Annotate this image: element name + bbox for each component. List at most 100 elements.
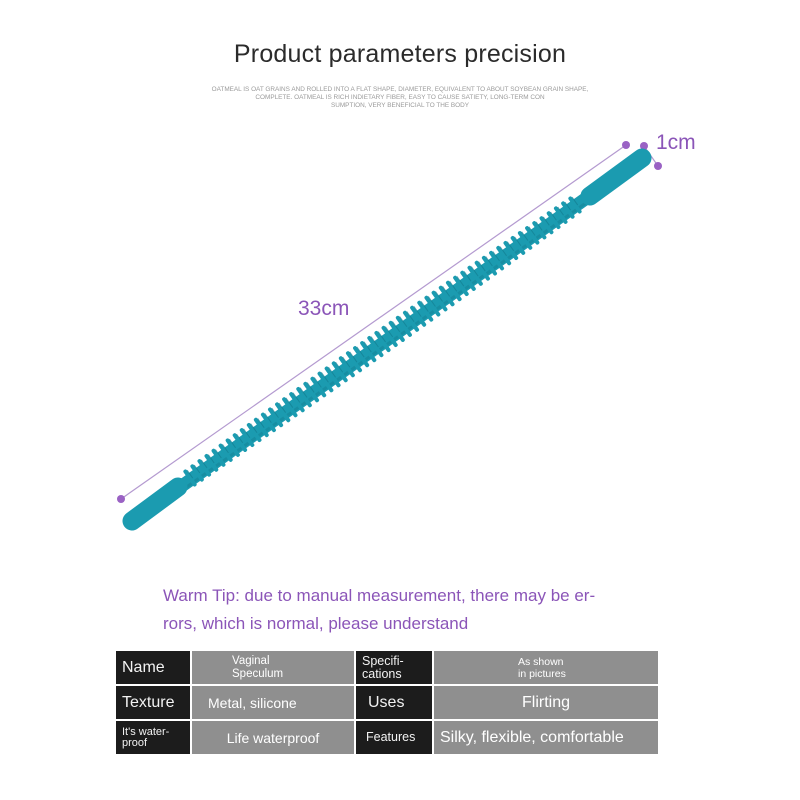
rod-rib-shadow [384,326,394,338]
diameter-measure-dot-top [640,142,648,150]
parameters-table: Name Vaginal Speculum Specifi- cations A… [114,649,660,756]
rod-rib [353,346,370,368]
rod-rib-shadow [349,351,358,363]
rod-rib-shadow [243,428,251,439]
rod-rib-shadow [521,231,529,241]
rod-rib-shadow [221,444,229,454]
rod-rib-shadow [442,286,451,297]
rod-rib-shadow [420,301,429,312]
texture-key: Texture [116,686,190,719]
rod-rib-shadow [392,321,401,333]
rod-rib [489,250,505,271]
rod-rib [367,335,384,358]
texture-value: Metal, silicone [192,686,354,719]
rod-rib-shadow [306,382,315,393]
rod-rib [496,245,512,266]
subtitle-line: SUMPTION, VERY BENEFICIAL TO THE BODY [330,102,470,109]
rod-rib [539,216,554,235]
rod-rib-shadow [449,281,458,292]
rod-rib [460,270,476,291]
rod-rib-shadow [370,336,379,348]
waterproof-value: Life waterproof [192,721,354,754]
rod-rib [225,438,240,457]
ribbed-section [183,196,582,487]
rod-rib-shadow [377,331,386,343]
rod-rib [324,366,341,388]
product-illustration [117,141,662,531]
features-value: Silky, flexible, comfortable [434,721,658,754]
rod-rib [467,265,483,286]
diameter-measure-dot-bottom [654,162,662,170]
rod-rib-shadow [550,211,557,221]
subtitle-line: COMPLETE. OATMEAL IS RICH INDIETARY FIBE… [255,94,545,101]
rod-rib-shadow [207,454,215,464]
rod-rib [481,255,498,276]
rod-rib [338,356,355,378]
rod-rib [438,285,455,307]
rod-rib [310,376,327,398]
rod-rib-shadow [399,316,408,328]
rod-rib [275,402,291,423]
rod-rib [417,300,434,322]
rod-rib [253,417,269,438]
table-row: Texture Metal, silicone Uses Flirting [116,686,658,719]
length-measure-line [120,144,627,500]
rod-rib-shadow [564,201,572,211]
name-value-line: Vaginal [232,654,270,667]
rod-rib-shadow [193,464,201,474]
rod-rib [474,260,490,281]
rod-rib-shadow [214,449,222,459]
rod-rib-shadow [328,366,336,378]
specifications-value: As shown in pictures [434,651,658,684]
rod-rib-shadow [236,433,244,444]
rod-rib [561,201,575,219]
rod-rib [232,433,248,452]
rod-rib [360,341,377,363]
rod-rib-shadow [229,438,237,449]
rod-rib [388,320,405,342]
rod-rib-shadow [285,397,294,408]
rod-rib-shadow [271,407,279,418]
rod-rib-shadow [470,266,479,277]
rod-rib-shadow [335,361,344,373]
rod-rib-shadow [200,459,208,469]
rod-rib [525,226,540,245]
rod-rib [553,206,568,224]
rod-rib [546,211,561,230]
rod-rib [381,325,398,348]
rod-rib [424,295,441,317]
name-value-line: Speculum [232,667,284,680]
rod-rib [296,386,312,408]
rod-rib-shadow [186,469,194,479]
rod-rib [190,464,204,482]
rod-rib [267,407,284,428]
rod-rib [517,231,533,250]
rod-rib [197,459,212,477]
specifications-value-line: As shown [518,655,564,668]
rod-rib-shadow [506,241,515,252]
specifications-key-line: Specifi- [362,653,404,668]
specifications-value-line: in pictures [518,667,566,680]
rod-rib-shadow [557,206,564,216]
rod-rib [246,422,262,443]
waterproof-key-line: It's water- [122,725,170,738]
rod-rib-shadow [363,341,372,353]
rod-rib-shadow [342,356,351,368]
rod-rib [503,240,519,261]
name-value: Vaginal Speculum [192,651,354,684]
rod-rib-shadow [278,402,287,413]
rod-rib [303,381,320,403]
rod-rib-shadow [320,372,329,383]
rod-rib [218,443,233,462]
rod-rib-shadow [427,296,436,307]
rod-rib [282,397,298,418]
length-measure-dot-start [117,495,125,503]
rod-rib [345,351,363,373]
features-key: Features [356,721,432,754]
rod-rib [410,305,427,327]
rod-rib [568,196,582,214]
rod-rib-shadow [542,216,550,226]
rod-rib [445,280,462,302]
waterproof-key: It's water- proof [116,721,190,754]
uses-value: Flirting [434,686,658,719]
